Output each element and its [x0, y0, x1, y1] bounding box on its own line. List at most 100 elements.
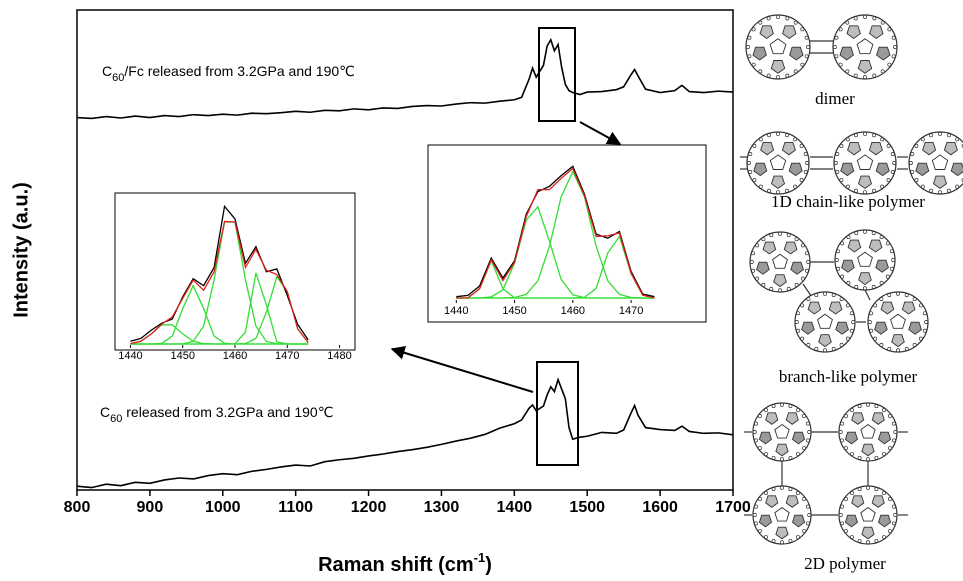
atom — [835, 170, 840, 174]
atom — [846, 280, 851, 285]
fullerene-face — [818, 334, 832, 348]
atom — [863, 131, 867, 136]
atom — [850, 407, 854, 412]
atom — [885, 241, 890, 246]
atom — [888, 497, 893, 501]
atom — [854, 133, 858, 138]
atom — [922, 311, 927, 316]
fullerene-face — [785, 495, 799, 508]
fullerene-face — [891, 334, 905, 348]
atom — [802, 529, 807, 533]
atom — [872, 188, 876, 193]
atom — [838, 513, 843, 517]
fullerene-face — [868, 239, 883, 253]
atom — [800, 27, 805, 32]
atom — [785, 133, 789, 138]
atom — [879, 297, 884, 302]
atom — [839, 297, 844, 302]
atom — [757, 414, 762, 418]
atom — [843, 446, 848, 450]
atom — [805, 438, 810, 443]
atom — [805, 521, 810, 526]
x-axis-label: Raman shift (cm-1) — [318, 550, 492, 576]
atom — [748, 170, 753, 174]
y-axis-label: Intensity (a.u.) — [10, 182, 32, 318]
x-tick-label: 1400 — [497, 499, 533, 516]
atom — [871, 284, 876, 289]
atom — [849, 328, 854, 333]
atom — [880, 137, 885, 142]
x-tick-label: 1460 — [223, 350, 247, 362]
atom — [872, 133, 876, 138]
atom — [814, 346, 819, 351]
atom — [752, 513, 757, 517]
atom — [799, 178, 804, 183]
atom — [910, 170, 915, 174]
fullerene-face — [861, 443, 875, 457]
atom — [766, 16, 771, 21]
atom — [843, 497, 848, 501]
fullerene-face — [908, 321, 922, 335]
atom — [896, 348, 900, 353]
x-tick-label: 1470 — [275, 350, 299, 362]
atom — [838, 62, 843, 67]
atom — [804, 268, 809, 273]
atom — [873, 303, 878, 308]
atom — [880, 69, 885, 74]
atom — [805, 161, 810, 165]
x-tick-label: 1300 — [424, 499, 460, 516]
fullerene-face — [847, 239, 862, 253]
arrow — [390, 345, 534, 393]
atom — [800, 303, 805, 308]
fullerene-face — [857, 251, 873, 267]
atom — [904, 346, 909, 351]
atom — [805, 421, 810, 426]
atom — [929, 188, 933, 193]
structures: dimer 1D chain-like polymer branch-like po… — [740, 14, 963, 573]
fullerene-face — [801, 321, 815, 335]
atom — [785, 73, 790, 78]
fullerene-face — [753, 162, 768, 177]
spectrum-line — [456, 167, 655, 299]
atom — [788, 538, 793, 543]
atom — [924, 320, 929, 324]
atom — [887, 62, 892, 67]
atom — [802, 497, 807, 501]
atom — [807, 513, 812, 517]
atom — [838, 27, 843, 32]
atom — [947, 133, 951, 138]
atom — [849, 311, 854, 316]
atom — [871, 231, 876, 236]
fullerene-face — [765, 412, 779, 425]
atom — [839, 178, 844, 183]
atom — [891, 504, 896, 509]
x-tick-label: 1600 — [642, 499, 678, 516]
inset-frame — [114, 192, 356, 351]
x-tick-label: 1440 — [444, 305, 468, 317]
atom — [879, 342, 884, 347]
atom — [802, 446, 807, 450]
atom — [938, 190, 942, 195]
annotation-part: C — [102, 63, 112, 79]
atom — [757, 529, 762, 533]
atom — [839, 143, 844, 148]
structure-label: 2D polymer — [804, 554, 886, 573]
fullerene-face — [841, 259, 855, 273]
arrow — [579, 121, 622, 145]
atom — [914, 178, 919, 183]
atom — [839, 342, 844, 347]
atom — [880, 184, 885, 189]
atom — [764, 535, 768, 540]
atom — [776, 14, 780, 19]
atom — [904, 293, 909, 298]
atom — [918, 336, 923, 341]
annotation-part: released from 3.2GPa and 190℃ — [122, 404, 333, 420]
atom — [866, 485, 870, 490]
fullerene-face — [875, 259, 889, 273]
atom — [851, 320, 856, 324]
spectrum-line — [76, 37, 734, 120]
atom — [823, 291, 827, 296]
fullerene-face — [877, 431, 892, 445]
atom — [755, 276, 760, 281]
atom — [780, 402, 784, 407]
